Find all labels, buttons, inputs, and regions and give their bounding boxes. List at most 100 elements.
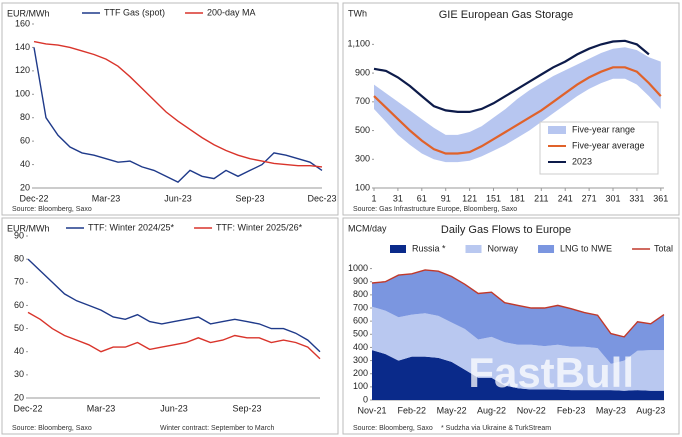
footnote: Winter contract: September to March — [160, 425, 274, 432]
series-line — [373, 39, 650, 113]
y-tick-label: 120 — [15, 65, 30, 75]
x-tick-label: Sep-23 — [232, 403, 261, 413]
x-tick-label: Dec-22 — [19, 193, 48, 203]
y-tick-label: 1000 — [348, 263, 368, 273]
series-line — [27, 258, 321, 353]
y-tick-label: 1,100 — [347, 39, 370, 49]
y-tick-label: 700 — [353, 302, 368, 312]
x-tick-label: 301 — [605, 193, 620, 203]
x-tick-label: Aug-22 — [477, 405, 506, 415]
stacked-area — [372, 350, 664, 400]
y-tick-label: 60 — [20, 136, 30, 146]
x-tick-label: Jun-23 — [164, 193, 192, 203]
y-tick-label: 50 — [14, 323, 24, 333]
y-tick-label: 600 — [353, 316, 368, 326]
legend-label: LNG to NWE — [560, 243, 612, 253]
y-tick-label: 100 — [15, 89, 30, 99]
y-tick-label: 40 — [14, 346, 24, 356]
x-tick-label: 151 — [486, 193, 501, 203]
series-line — [373, 66, 662, 155]
x-tick-label: Feb-22 — [398, 405, 427, 415]
y-tick-label: 160 — [15, 18, 30, 28]
x-tick-label: Jun-23 — [160, 403, 188, 413]
x-tick-label: Nov-22 — [517, 405, 546, 415]
x-tick-label: 211 — [534, 193, 548, 203]
series-line — [33, 47, 323, 183]
source-note: Source: Gas Infrastructure Europe, Bloom… — [353, 206, 517, 213]
source-note: Source: Bloomberg, Saxo — [12, 206, 92, 213]
y-axis-label: EUR/MWh — [7, 8, 50, 18]
stacked-area — [372, 306, 664, 391]
y-tick-label: 80 — [14, 254, 24, 264]
source-note: Source: Bloomberg, Saxo — [353, 425, 433, 432]
y-tick-label: 20 — [14, 392, 24, 402]
legend-label: TTF: Winter 2024/25* — [88, 222, 175, 232]
y-tick-label: 400 — [353, 342, 368, 352]
legend-label: Five-year average — [572, 140, 645, 150]
legend-swatch — [390, 245, 406, 253]
panel-frame — [342, 2, 680, 216]
legend-label: Five-year range — [572, 124, 635, 134]
y-axis-label: TWh — [348, 8, 367, 18]
series-line — [33, 40, 323, 168]
y-tick-label: 40 — [20, 159, 30, 169]
x-tick-label: Mar-23 — [92, 193, 121, 203]
source-note: Source: Bloomberg, Saxo — [12, 425, 92, 432]
y-tick-label: 500 — [355, 125, 370, 135]
x-tick-label: Dec-23 — [307, 193, 336, 203]
x-tick-label: 271 — [582, 193, 597, 203]
panel-frame — [1, 2, 339, 216]
y-axis-label: MCM/day — [348, 223, 387, 233]
x-tick-label: May-22 — [437, 405, 467, 415]
legend-label: TTF: Winter 2025/26* — [216, 222, 303, 232]
y-tick-label: 80 — [20, 112, 30, 122]
y-axis-label: EUR/MWh — [7, 223, 50, 233]
legend-swatch — [465, 245, 482, 253]
y-tick-label: 60 — [14, 300, 24, 310]
panel-frame — [342, 217, 680, 435]
x-tick-label: 91 — [441, 193, 451, 203]
legend-swatch — [538, 245, 555, 253]
x-tick-label: Nov-21 — [357, 405, 386, 415]
legend-label: 2023 — [572, 156, 592, 166]
y-tick-label: 30 — [14, 369, 24, 379]
x-tick-label: 241 — [558, 193, 573, 203]
y-tick-label: 300 — [355, 154, 370, 164]
y-tick-label: 100 — [353, 381, 368, 391]
legend-label: TTF Gas (spot) — [104, 7, 165, 17]
x-tick-label: May-23 — [596, 405, 626, 415]
x-tick-label: Dec-22 — [13, 403, 42, 413]
x-tick-label: 1 — [371, 193, 376, 203]
watermark: FastBull — [468, 349, 634, 396]
x-tick-label: 121 — [462, 193, 477, 203]
chart-title: GIE European Gas Storage — [439, 9, 574, 21]
y-tick-label: 100 — [355, 182, 370, 192]
y-tick-label: 200 — [353, 368, 368, 378]
legend-label: Norway — [488, 243, 519, 253]
y-tick-label: 140 — [15, 42, 30, 52]
y-tick-label: 300 — [353, 355, 368, 365]
y-tick-label: 500 — [353, 329, 368, 339]
range-band — [374, 47, 661, 163]
legend-label: Russia * — [412, 243, 446, 253]
legend-swatch — [548, 126, 566, 134]
y-tick-label: 800 — [353, 289, 368, 299]
y-tick-label: 70 — [14, 277, 24, 287]
y-tick-label: 700 — [355, 96, 370, 106]
panel-frame — [1, 217, 339, 435]
x-tick-label: 331 — [629, 193, 644, 203]
x-tick-label: 181 — [510, 193, 525, 203]
x-tick-label: Sep-23 — [235, 193, 264, 203]
x-tick-label: 61 — [417, 193, 427, 203]
footnote: * Sudzha via Ukraine & TurkStream — [441, 425, 551, 432]
x-tick-label: 361 — [653, 193, 668, 203]
y-tick-label: 900 — [355, 67, 370, 77]
legend-label: Total — [654, 243, 673, 253]
x-tick-label: Mar-23 — [87, 403, 116, 413]
y-tick-label: 20 — [20, 182, 30, 192]
x-tick-label: Feb-23 — [557, 405, 586, 415]
x-tick-label: Aug-23 — [636, 405, 665, 415]
x-tick-label: 31 — [393, 193, 403, 203]
y-tick-label: 0 — [363, 394, 368, 404]
